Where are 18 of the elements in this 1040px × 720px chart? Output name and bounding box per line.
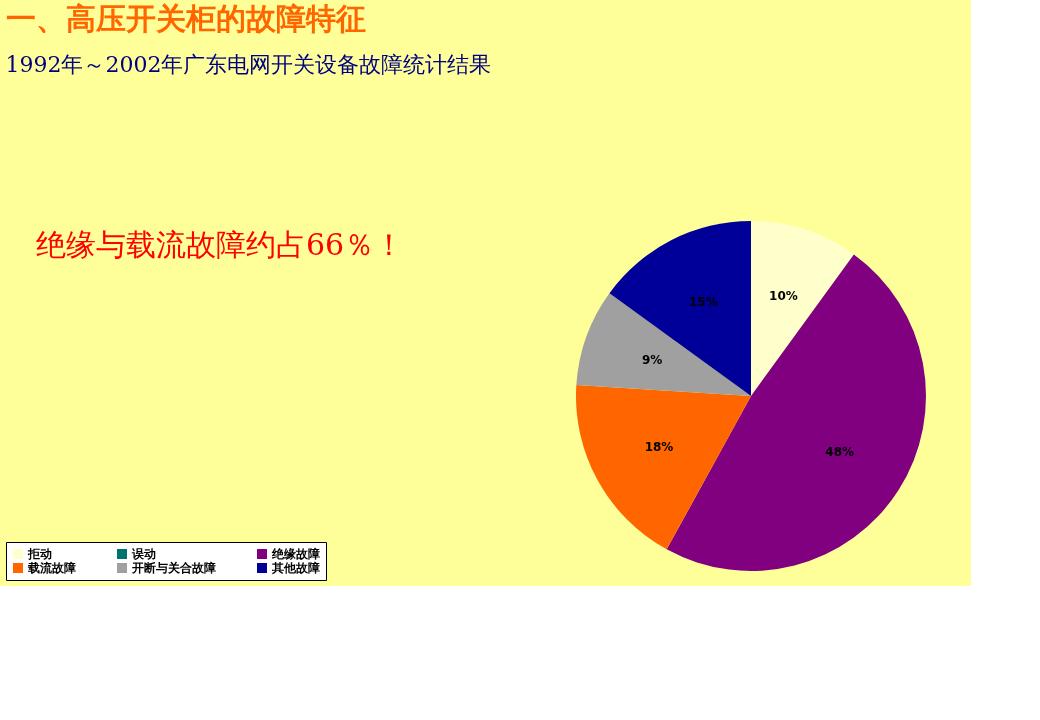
data-label: 9% (642, 353, 663, 368)
pie-slice (751, 221, 854, 396)
pie-slice (576, 385, 751, 550)
chart-title: 一、高压开关柜的故障特征 (5, 1, 366, 36)
data-label: 18% (644, 439, 674, 454)
chart-subtitle: 1992年～2002年广东电网开关设备故障统计结果 (5, 52, 492, 77)
legend-label: 开断与关合故障 (131, 561, 216, 575)
data-label: 10% (769, 289, 798, 304)
data-label: 48% (825, 445, 855, 460)
data-label: 15% (688, 295, 718, 310)
pie-slice (576, 293, 751, 396)
legend-label: 绝缘故障 (271, 547, 320, 561)
pie-slice (609, 221, 751, 396)
legend-label: 载流故障 (27, 561, 76, 575)
legend-label: 拒动 (27, 547, 52, 561)
legend-label: 其他故障 (271, 561, 320, 575)
text: 绝缘与载流故障约占66％！ (36, 227, 405, 262)
legend-label: 误动 (131, 547, 156, 561)
